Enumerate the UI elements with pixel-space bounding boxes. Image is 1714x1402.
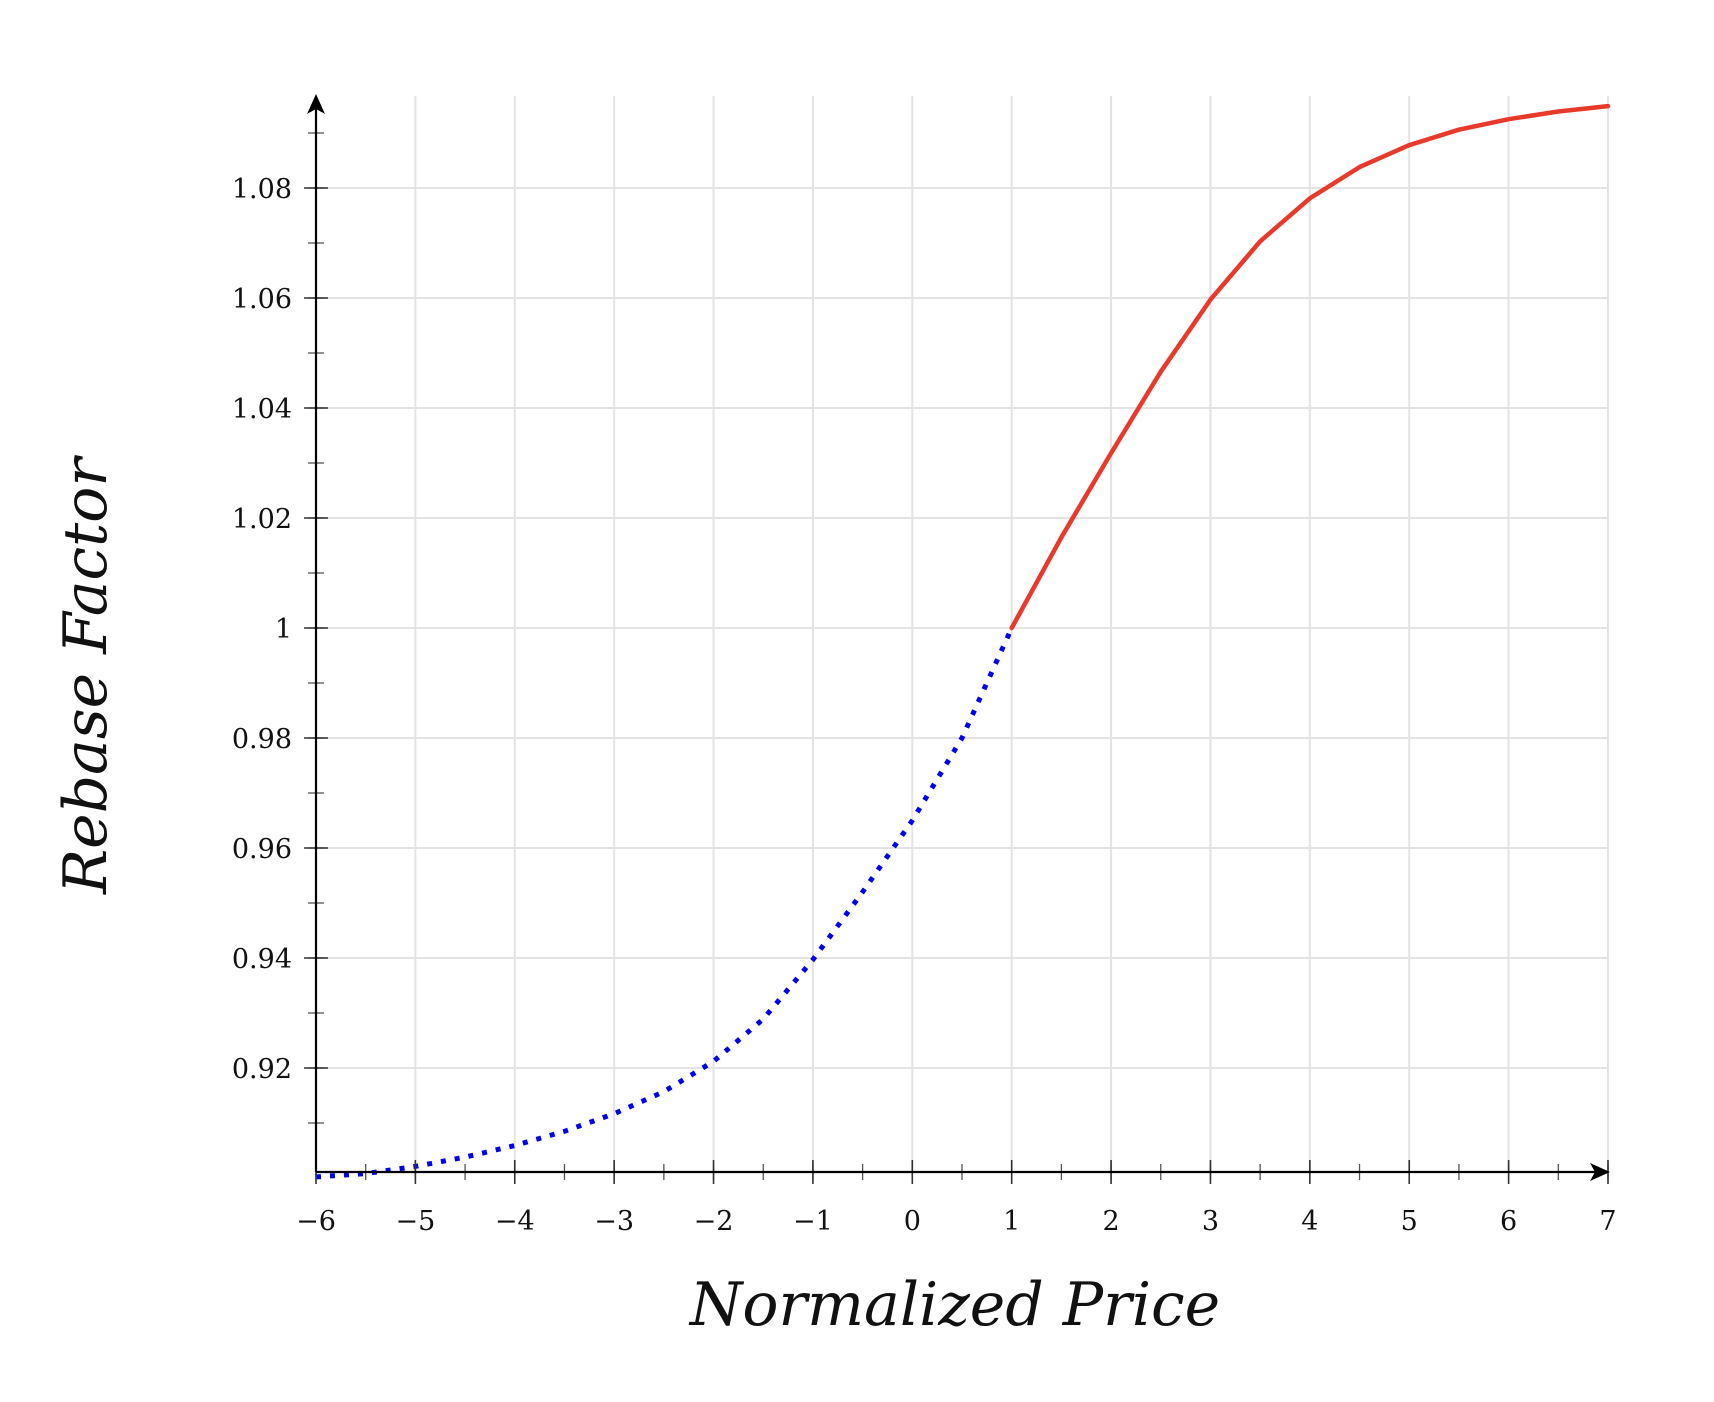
y-tick-label: 1.06 xyxy=(232,284,292,315)
x-tick-label: −2 xyxy=(694,1206,734,1237)
x-tick-label: −6 xyxy=(296,1206,336,1237)
y-tick-label: 0.96 xyxy=(232,834,292,865)
x-tick-label: 6 xyxy=(1500,1206,1517,1237)
x-tick-label: −4 xyxy=(495,1206,535,1237)
y-tick-label: 0.94 xyxy=(232,944,292,975)
series-solid-line xyxy=(1009,103,1611,631)
x-tick-label: 5 xyxy=(1401,1206,1418,1237)
y-axis-arrowhead xyxy=(307,94,325,114)
x-axis-title: Normalized Price xyxy=(688,1270,1220,1340)
x-tick-label: −1 xyxy=(793,1206,833,1237)
x-tick-label: −5 xyxy=(395,1206,435,1237)
x-axis-arrowhead xyxy=(1590,1163,1610,1181)
y-tick-label: 1 xyxy=(275,614,292,645)
y-tick-label: 1.08 xyxy=(232,174,292,205)
x-tick-label: 0 xyxy=(904,1206,921,1237)
y-axis-title: Rebase Factor xyxy=(51,455,121,895)
series-dotted-line xyxy=(315,626,1014,1180)
x-tick-label: 3 xyxy=(1202,1206,1219,1237)
x-tick-label: 7 xyxy=(1599,1206,1616,1237)
y-tick-label: 0.98 xyxy=(232,724,292,755)
axes xyxy=(304,94,1610,1184)
x-tick-label: 2 xyxy=(1102,1206,1119,1237)
series-layer xyxy=(315,103,1611,1180)
y-tick-label: 1.02 xyxy=(232,504,292,535)
tick-labels: −6 −5 −4 −3 −2 −1 0 1 2 3 4 5 6 7 0.92 0.94 0.96 0.98 1 1.0… xyxy=(232,174,1617,1237)
x-tick-label: 4 xyxy=(1301,1206,1318,1237)
x-tick-label: 1 xyxy=(1003,1206,1020,1237)
y-tick-label: 1.04 xyxy=(232,394,292,425)
x-tick-label: −3 xyxy=(594,1206,634,1237)
y-tick-label: 0.92 xyxy=(232,1054,292,1085)
grid xyxy=(315,96,1609,1172)
